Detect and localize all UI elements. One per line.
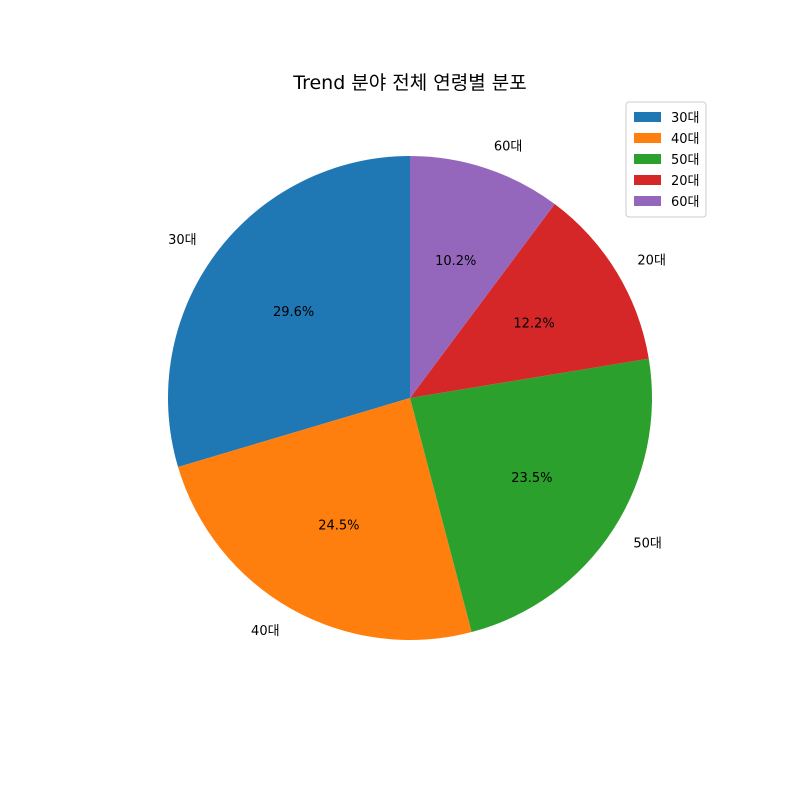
chart-title: Trend 분야 전체 연령별 분포 — [292, 72, 526, 94]
slice-percent-label: 29.6% — [273, 305, 314, 320]
slice-percent-label: 23.5% — [511, 471, 552, 486]
slice-percent-label: 24.5% — [318, 519, 359, 534]
pie-slice-5 — [410, 156, 555, 398]
pie-labels: 30대 29.6% 40대 24.5% 50대 23.5% 20대 12.2% 60대 10.2% — [168, 139, 666, 639]
slice-category-label: 50대 — [633, 537, 662, 552]
slice-category-label: 40대 — [251, 624, 280, 639]
slice-percent-label: 12.2% — [513, 317, 554, 332]
legend-swatch — [634, 112, 661, 122]
legend-swatch — [634, 175, 661, 185]
legend-entry-label: 60대 — [671, 195, 700, 210]
legend-swatch — [634, 133, 661, 143]
slice-category-label: 20대 — [637, 254, 666, 269]
legend-entry-label: 40대 — [671, 132, 700, 147]
slice-category-label: 30대 — [168, 233, 197, 248]
legend-swatch — [634, 196, 661, 206]
pie-slices — [168, 156, 652, 640]
legend: 30대 40대 50대 20대 60대 — [625, 101, 707, 218]
legend-entry-label: 20대 — [671, 174, 700, 189]
legend-entry-label: 50대 — [671, 153, 700, 168]
legend-entry-label: 30대 — [671, 111, 700, 126]
pie-slice-3 — [410, 358, 652, 633]
slice-percent-label: 10.2% — [435, 254, 476, 269]
pie-slice-1 — [168, 156, 410, 467]
pie-slice-4 — [410, 204, 649, 398]
slice-category-label: 60대 — [494, 139, 523, 154]
legend-frame — [625, 101, 707, 218]
legend-swatch — [634, 154, 661, 164]
pie-slice-2 — [178, 398, 472, 640]
